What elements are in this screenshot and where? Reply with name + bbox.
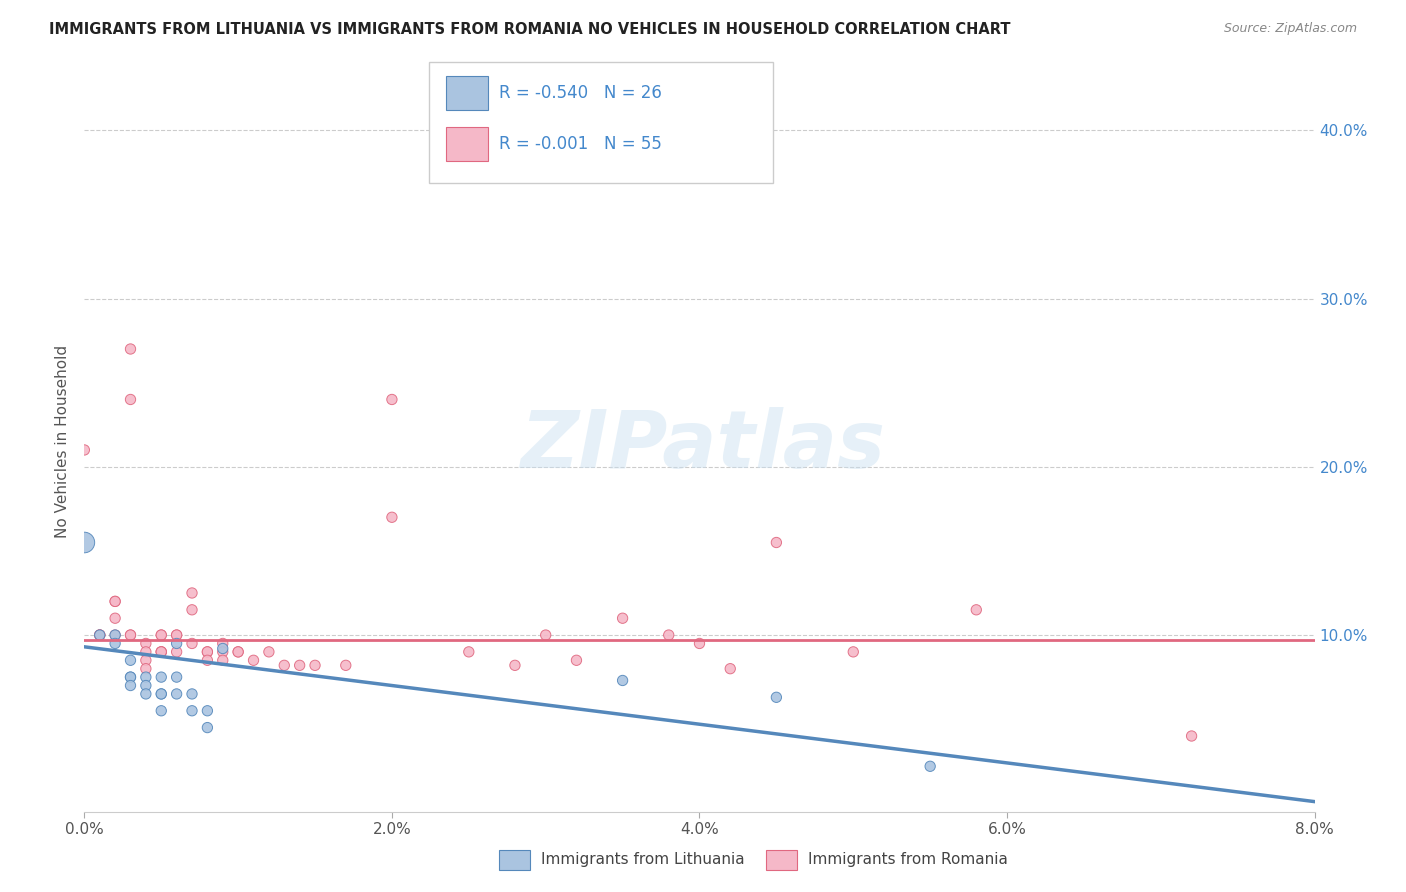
Point [104, 636, 127, 650]
Point [104, 611, 127, 625]
Point [257, 645, 280, 659]
Point [920, 759, 942, 773]
Point [150, 628, 173, 642]
Point [211, 641, 233, 656]
Point [211, 645, 233, 659]
Point [150, 645, 173, 659]
Point [104, 628, 127, 642]
Point [73, 535, 96, 549]
Point [503, 658, 526, 673]
Point [197, 645, 219, 659]
Point [135, 645, 157, 659]
Point [120, 679, 142, 693]
Point [381, 510, 404, 524]
Point [166, 645, 188, 659]
Text: ZIPatlas: ZIPatlas [520, 407, 886, 485]
Point [120, 670, 142, 684]
Point [120, 670, 142, 684]
Point [842, 645, 865, 659]
Point [612, 611, 634, 625]
Point [120, 628, 142, 642]
Point [120, 653, 142, 667]
Text: R = -0.001   N = 55: R = -0.001 N = 55 [499, 135, 662, 153]
Text: R = -0.540   N = 26: R = -0.540 N = 26 [499, 84, 662, 102]
Text: Source: ZipAtlas.com: Source: ZipAtlas.com [1223, 22, 1357, 36]
Point [226, 645, 249, 659]
Point [335, 658, 357, 673]
Point [89, 628, 111, 642]
Point [197, 704, 219, 718]
Point [612, 673, 634, 688]
Point [181, 603, 204, 617]
Text: Immigrants from Romania: Immigrants from Romania [808, 853, 1008, 867]
Point [73, 442, 96, 457]
Point [197, 721, 219, 735]
Point [273, 658, 295, 673]
Point [211, 653, 233, 667]
Point [150, 704, 173, 718]
Point [150, 645, 173, 659]
Point [197, 653, 219, 667]
Point [181, 586, 204, 600]
Point [150, 687, 173, 701]
Point [135, 636, 157, 650]
Point [89, 628, 111, 642]
Point [1181, 729, 1204, 743]
Point [197, 645, 219, 659]
Point [104, 594, 127, 608]
Point [381, 392, 404, 407]
Point [150, 670, 173, 684]
Point [150, 628, 173, 642]
Point [304, 658, 326, 673]
Point [166, 628, 188, 642]
Point [965, 603, 987, 617]
Point [166, 636, 188, 650]
Point [150, 687, 173, 701]
Point [718, 662, 741, 676]
Point [166, 628, 188, 642]
Point [765, 690, 787, 705]
Point [89, 628, 111, 642]
Point [89, 628, 111, 642]
Point [288, 658, 311, 673]
Point [135, 653, 157, 667]
Text: IMMIGRANTS FROM LITHUANIA VS IMMIGRANTS FROM ROMANIA NO VEHICLES IN HOUSEHOLD CO: IMMIGRANTS FROM LITHUANIA VS IMMIGRANTS … [49, 22, 1011, 37]
Point [166, 670, 188, 684]
Point [565, 653, 588, 667]
Point [181, 704, 204, 718]
Point [135, 670, 157, 684]
Point [211, 636, 233, 650]
Point [120, 342, 142, 356]
Point [242, 653, 264, 667]
Point [226, 645, 249, 659]
Point [181, 687, 204, 701]
Point [120, 628, 142, 642]
Point [658, 628, 681, 642]
Point [689, 636, 711, 650]
Point [166, 687, 188, 701]
Point [135, 679, 157, 693]
Point [534, 628, 557, 642]
Y-axis label: No Vehicles in Household: No Vehicles in Household [55, 345, 70, 538]
Text: Immigrants from Lithuania: Immigrants from Lithuania [541, 853, 745, 867]
Point [120, 392, 142, 407]
Point [104, 594, 127, 608]
Point [135, 662, 157, 676]
Point [150, 645, 173, 659]
Point [135, 687, 157, 701]
Point [765, 535, 787, 549]
Point [104, 628, 127, 642]
Point [457, 645, 479, 659]
Point [181, 636, 204, 650]
